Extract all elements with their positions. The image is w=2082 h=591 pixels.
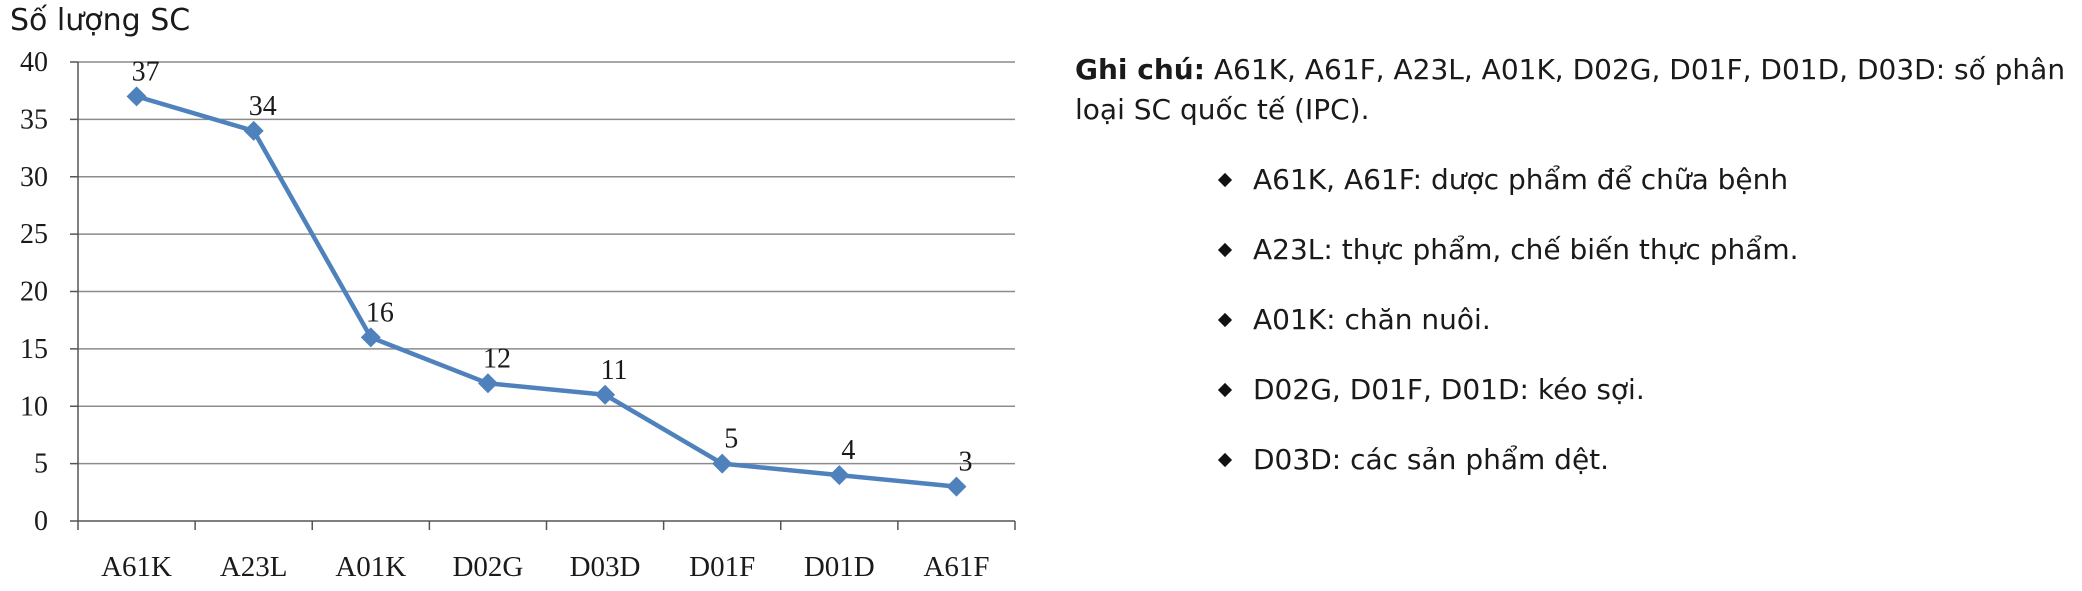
list-item: A01K: chăn nuôi. [1217,300,1799,370]
y-tick-label: 25 [20,219,48,250]
diamond-bullet-icon [1217,172,1233,188]
chart-note: Ghi chú: A61K, A61F, A23L, A01K, D02G, D… [1075,50,2075,130]
note-label: Ghi chú: [1075,53,1205,86]
x-tick-label: D02G [452,551,523,583]
y-tick-label: 5 [34,449,48,480]
list-item: D03D: các sản phẩm dệt. [1217,440,1799,510]
diamond-bullet-icon [1217,382,1233,398]
data-label: 34 [249,91,277,122]
data-label: 12 [483,343,511,374]
y-tick-label: 20 [20,277,48,308]
data-label: 3 [958,447,972,478]
data-point-marker [946,476,967,497]
y-tick-label: 15 [20,334,48,365]
list-item-text: D03D: các sản phẩm dệt. [1253,443,1610,476]
list-item-text: A23L: thực phẩm, chế biến thực phẩm. [1253,233,1799,266]
data-point-marker [829,465,850,486]
data-label: 11 [601,355,628,386]
y-tick-label: 10 [20,391,48,422]
x-tick-label: A61K [101,551,172,583]
data-label: 37 [132,56,160,87]
data-point-marker [477,373,498,394]
y-tick-label: 40 [20,47,48,78]
y-tick-label: 30 [20,162,48,193]
x-tick-label: D01F [689,551,755,583]
data-point-marker [126,86,147,107]
y-axis-title: Số lượng SC [10,3,190,38]
ipc-legend-list: A61K, A61F: dược phẩm để chữa bệnh A23L:… [1217,160,1799,510]
x-tick-label: A61F [923,551,989,583]
x-tick-label: D01D [804,551,875,583]
y-tick-label: 35 [20,104,48,135]
series-line [135,94,957,489]
data-label: 5 [724,424,738,455]
x-axis: A61K A23L A01K D02G D03D D01F D01D A61F [77,62,1016,583]
list-item: A23L: thực phẩm, chế biến thực phẩm. [1217,230,1799,300]
y-tick-labels: 0 5 10 15 20 25 30 35 40 [20,47,78,537]
chart-series: 37 34 16 12 11 5 4 3 [126,56,972,497]
data-point-marker [595,384,616,405]
list-item-text: A01K: chăn nuôi. [1253,303,1491,336]
list-item-text: D02G, D01F, D01D: kéo sợi. [1253,373,1645,406]
note-text: A61K, A61F, A23L, A01K, D02G, D01F, D01D… [1075,53,2066,126]
chart-grid [78,61,1015,465]
diamond-bullet-icon [1217,242,1233,258]
diamond-bullet-icon [1217,452,1233,468]
data-label: 16 [366,297,394,328]
x-tick-label: D03D [570,551,641,583]
data-label: 4 [841,435,855,466]
list-item: A61K, A61F: dược phẩm để chữa bệnh [1217,160,1799,230]
y-tick-label: 0 [34,506,48,537]
data-point-marker [360,327,381,348]
x-tick-label: A01K [335,551,406,583]
data-point-marker [712,453,733,474]
x-tick-label: A23L [220,551,288,583]
data-point-marker [243,120,264,141]
list-item-text: A61K, A61F: dược phẩm để chữa bệnh [1253,163,1789,196]
list-item: D02G, D01F, D01D: kéo sợi. [1217,370,1799,440]
diamond-bullet-icon [1217,312,1233,328]
